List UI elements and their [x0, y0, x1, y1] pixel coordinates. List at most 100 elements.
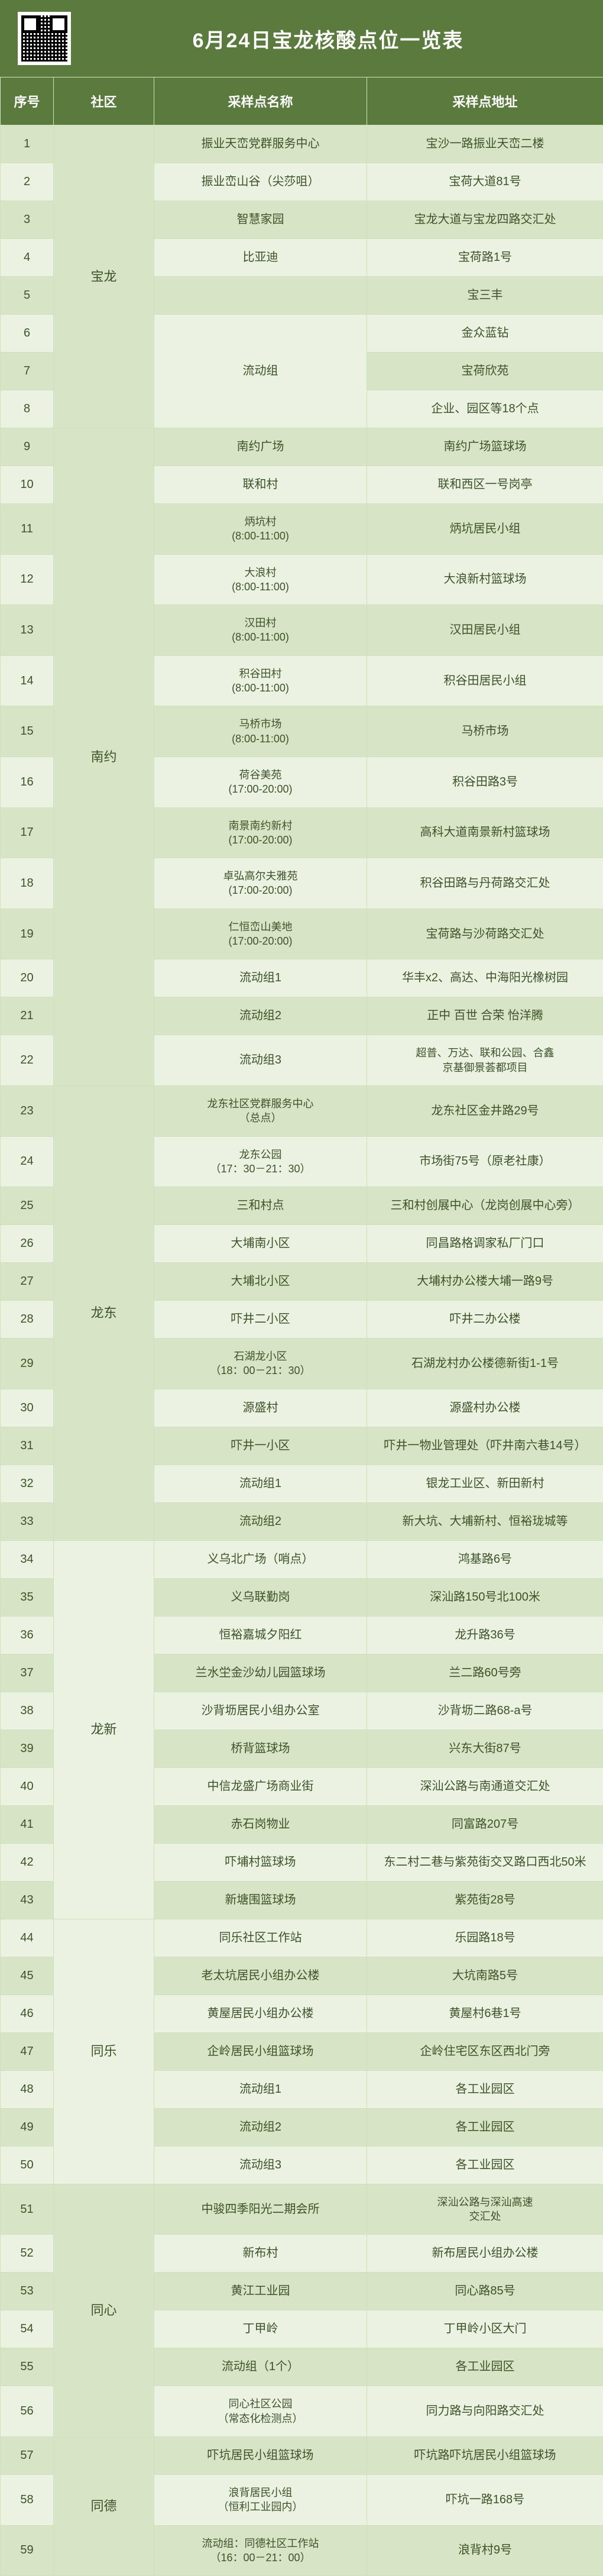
site-address: 大浪新村篮球场	[367, 554, 603, 605]
row-index: 37	[1, 1654, 54, 1692]
community-cell: 同心	[54, 2184, 154, 2436]
row-index: 54	[1, 2310, 54, 2348]
site-address: 吓井一物业管理处（吓井南六巷14号）	[367, 1427, 603, 1465]
site-name: 南景南约新村(17:00-20:00)	[154, 807, 367, 858]
site-name: 吓坑居民小组篮球场	[154, 2436, 367, 2474]
row-index: 38	[1, 1692, 54, 1730]
site-address: 宝龙大道与宝龙四路交汇处	[367, 201, 603, 239]
site-name: 流动组2	[154, 2108, 367, 2146]
site-address: 大坑南路5号	[367, 1957, 603, 1995]
row-index: 41	[1, 1805, 54, 1843]
site-address: 宝沙一路振业天峦二楼	[367, 125, 603, 163]
site-address: 龙东社区金井路29号	[367, 1085, 603, 1136]
row-index: 25	[1, 1187, 54, 1225]
row-index: 53	[1, 2273, 54, 2310]
community-cell: 同乐	[54, 1919, 154, 2184]
site-address: 各工业园区	[367, 2070, 603, 2108]
row-index: 45	[1, 1957, 54, 1995]
site-name: 荷谷美苑(17:00-20:00)	[154, 757, 367, 807]
site-name: 南约广场	[154, 428, 367, 466]
site-address: 深汕公路与深汕高速交汇处	[367, 2184, 603, 2235]
site-name: 汉田村(8:00-11:00)	[154, 605, 367, 656]
row-index: 18	[1, 858, 54, 909]
row-index: 1	[1, 125, 54, 163]
site-name: 仁恒峦山美地(17:00-20:00)	[154, 909, 367, 959]
col-idx-header: 序号	[1, 77, 54, 125]
row-index: 11	[1, 504, 54, 555]
site-name: 联和村	[154, 466, 367, 504]
site-address: 鸿基路6号	[367, 1540, 603, 1578]
site-name: 黄江工业园	[154, 2273, 367, 2310]
site-name: 流动组（1个）	[154, 2348, 367, 2386]
site-address: 宝三丰	[367, 277, 603, 315]
site-address: 龙升路36号	[367, 1616, 603, 1654]
site-name: 企岭居民小组篮球场	[154, 2032, 367, 2070]
site-address: 各工业园区	[367, 2146, 603, 2184]
row-index: 5	[1, 277, 54, 315]
row-index: 57	[1, 2436, 54, 2474]
site-address: 宝荷欣苑	[367, 353, 603, 390]
site-address: 积谷田路与丹荷路交汇处	[367, 858, 603, 909]
row-index: 43	[1, 1881, 54, 1919]
site-address: 各工业园区	[367, 2108, 603, 2146]
row-index: 42	[1, 1843, 54, 1881]
row-index: 19	[1, 909, 54, 959]
site-name: 沙背坜居民小组办公室	[154, 1692, 367, 1730]
site-name: 同乐社区工作站	[154, 1919, 367, 1957]
row-index: 51	[1, 2184, 54, 2235]
site-address: 乐园路18号	[367, 1919, 603, 1957]
site-address: 高科大道南景新村篮球场	[367, 807, 603, 858]
table-row: 51同心中骏四季阳光二期会所深汕公路与深汕高速交汇处	[1, 2184, 603, 2235]
community-cell: 同德	[54, 2436, 154, 2575]
site-address: 汉田居民小组	[367, 605, 603, 656]
site-name: 龙东公园（17：30－21：30）	[154, 1136, 367, 1187]
site-address: 超普、万达、联和公园、合鑫京基御景荟都项目	[367, 1035, 603, 1086]
row-index: 27	[1, 1263, 54, 1301]
site-address: 丁甲岭小区大门	[367, 2310, 603, 2348]
site-address: 企岭住宅区东区西北门旁	[367, 2032, 603, 2070]
site-address: 企业、园区等18个点	[367, 390, 603, 428]
site-address: 南约广场篮球场	[367, 428, 603, 466]
site-address: 深汕路150号北100米	[367, 1578, 603, 1616]
row-index: 8	[1, 390, 54, 428]
row-index: 14	[1, 655, 54, 706]
site-name: 同心社区公园（常态化检测点）	[154, 2386, 367, 2437]
row-index: 20	[1, 959, 54, 997]
col-comm-header: 社区	[54, 77, 154, 125]
site-name: 比亚迪	[154, 239, 367, 277]
site-name: 黄屋居民小组办公楼	[154, 1995, 367, 2032]
row-index: 21	[1, 997, 54, 1035]
row-index: 31	[1, 1427, 54, 1465]
site-address: 积谷田路3号	[367, 757, 603, 807]
qr-code	[18, 12, 71, 65]
site-name: 流动组2	[154, 1502, 367, 1540]
site-name: 大埔北小区	[154, 1263, 367, 1301]
table-row: 1宝龙振业天峦党群服务中心宝沙一路振业天峦二楼	[1, 125, 603, 163]
site-name: 中骏四季阳光二期会所	[154, 2184, 367, 2235]
site-name: 流动组：同德社区工作站（16：00－21：00）	[154, 2525, 367, 2576]
site-name: 卓弘高尔夫雅苑(17:00-20:00)	[154, 858, 367, 909]
row-index: 4	[1, 239, 54, 277]
row-index: 2	[1, 163, 54, 201]
site-name: 流动组1	[154, 959, 367, 997]
row-index: 22	[1, 1035, 54, 1086]
site-address: 炳坑居民小组	[367, 504, 603, 555]
site-address: 吓井二办公楼	[367, 1301, 603, 1339]
row-index: 24	[1, 1136, 54, 1187]
site-name: 炳坑村(8:00-11:00)	[154, 504, 367, 555]
row-index: 40	[1, 1767, 54, 1805]
table-row: 57同德吓坑居民小组篮球场吓坑路吓坑居民小组篮球场	[1, 2436, 603, 2474]
site-name: 浪背居民小组（恒利工业园内）	[154, 2474, 367, 2525]
site-address: 兰二路60号旁	[367, 1654, 603, 1692]
site-address: 同昌路格调家私厂门口	[367, 1225, 603, 1263]
row-index: 29	[1, 1339, 54, 1389]
row-index: 35	[1, 1578, 54, 1616]
row-index: 47	[1, 2032, 54, 2070]
row-index: 6	[1, 315, 54, 353]
site-address: 积谷田居民小组	[367, 655, 603, 706]
site-name: 新布村	[154, 2235, 367, 2273]
row-index: 15	[1, 706, 54, 757]
site-name: 新塘围篮球场	[154, 1881, 367, 1919]
site-name	[154, 277, 367, 315]
site-address: 浪背村9号	[367, 2525, 603, 2576]
